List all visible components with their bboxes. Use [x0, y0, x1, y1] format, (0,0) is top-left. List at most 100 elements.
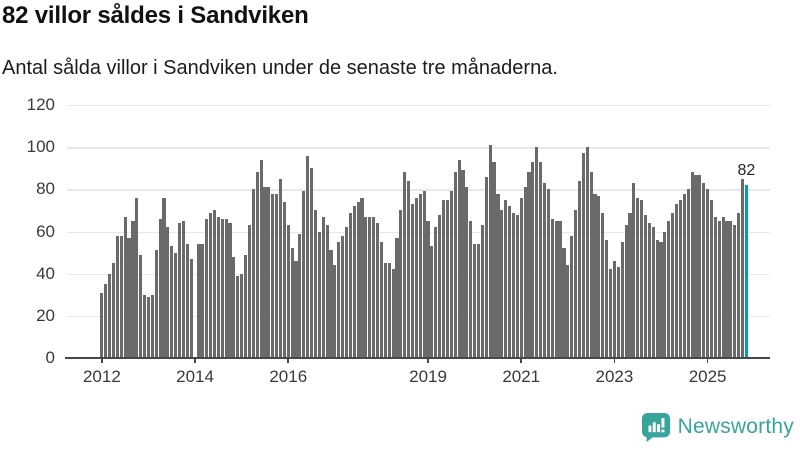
bar — [585, 147, 589, 358]
bar — [344, 227, 349, 358]
page-title: 82 villor såldes i Sandviken — [2, 2, 309, 29]
bar — [469, 220, 473, 358]
bar — [674, 204, 679, 358]
bar — [224, 218, 228, 358]
bar — [104, 284, 108, 358]
bar — [271, 193, 275, 358]
bar — [143, 294, 147, 358]
bar — [282, 201, 286, 358]
bar — [640, 199, 644, 358]
x-tick-label: 2016 — [269, 367, 308, 386]
bar — [302, 191, 306, 358]
bar — [146, 296, 151, 358]
bar — [737, 212, 741, 358]
x-tick-label: 2021 — [502, 367, 541, 386]
bar — [434, 227, 438, 358]
bar — [212, 210, 217, 358]
bar — [651, 227, 655, 358]
bar — [515, 214, 519, 358]
bar — [476, 244, 481, 358]
bar — [162, 197, 166, 358]
bar — [519, 197, 523, 358]
bar — [620, 242, 624, 358]
x-tick-mark — [613, 358, 616, 363]
bar — [375, 223, 380, 358]
bar — [407, 180, 411, 358]
bar — [616, 267, 620, 358]
bar — [100, 292, 104, 358]
bar — [372, 216, 376, 358]
bar — [659, 242, 663, 358]
bar — [115, 235, 119, 358]
bar — [597, 195, 601, 358]
bar — [539, 161, 543, 358]
bar — [698, 174, 702, 358]
bar — [721, 216, 725, 358]
bar — [500, 210, 504, 358]
bar — [577, 180, 582, 358]
bar — [709, 199, 714, 358]
bar — [574, 210, 578, 358]
bar — [364, 216, 368, 358]
bar — [391, 269, 395, 358]
bar — [589, 172, 593, 358]
bar — [663, 231, 667, 358]
bar — [135, 197, 139, 358]
newsworthy-logo-icon — [641, 412, 671, 442]
bar — [403, 172, 407, 358]
bar — [511, 212, 516, 358]
bar — [678, 199, 682, 358]
bar — [267, 187, 271, 358]
bar — [333, 265, 337, 358]
x-tick-mark — [427, 358, 429, 363]
bar — [255, 172, 259, 358]
bar — [740, 178, 745, 358]
bar — [306, 155, 310, 358]
bar — [449, 191, 453, 358]
bar — [337, 242, 341, 358]
bar — [581, 153, 585, 358]
newsworthy-logo[interactable]: Newsworthy — [641, 412, 794, 442]
bar — [465, 187, 469, 358]
bar — [601, 212, 605, 358]
bar — [111, 263, 116, 358]
bar — [127, 237, 131, 358]
bar — [488, 145, 492, 358]
bar — [158, 218, 162, 358]
bar — [605, 239, 609, 358]
bar — [139, 254, 143, 358]
bar — [566, 265, 570, 358]
x-tick-mark — [287, 358, 290, 363]
bar — [558, 220, 562, 358]
bar — [387, 263, 391, 358]
bar — [185, 244, 189, 358]
bar — [174, 252, 178, 358]
bar — [317, 231, 321, 358]
bar — [438, 214, 442, 358]
bar — [197, 244, 201, 358]
bar — [729, 220, 733, 358]
bar — [150, 294, 154, 358]
bar — [177, 223, 182, 358]
x-tick-label: 2025 — [688, 367, 727, 386]
bar — [259, 159, 263, 358]
bar — [220, 218, 224, 358]
grid-line — [67, 147, 770, 149]
bar — [593, 193, 597, 358]
bar — [531, 161, 535, 358]
bar — [243, 254, 248, 358]
bar — [251, 189, 255, 358]
bar — [329, 250, 333, 358]
bar — [410, 204, 415, 358]
bar — [570, 235, 574, 358]
newsworthy-brand-text: Newsworthy — [677, 415, 794, 438]
bar — [430, 246, 434, 358]
grid-line — [67, 315, 770, 318]
bar — [445, 199, 450, 358]
bar — [290, 248, 294, 358]
x-tick-mark — [101, 358, 103, 363]
bar — [131, 220, 135, 358]
bar — [504, 199, 508, 358]
x-tick-label: 2014 — [176, 367, 214, 386]
bar — [546, 189, 550, 358]
